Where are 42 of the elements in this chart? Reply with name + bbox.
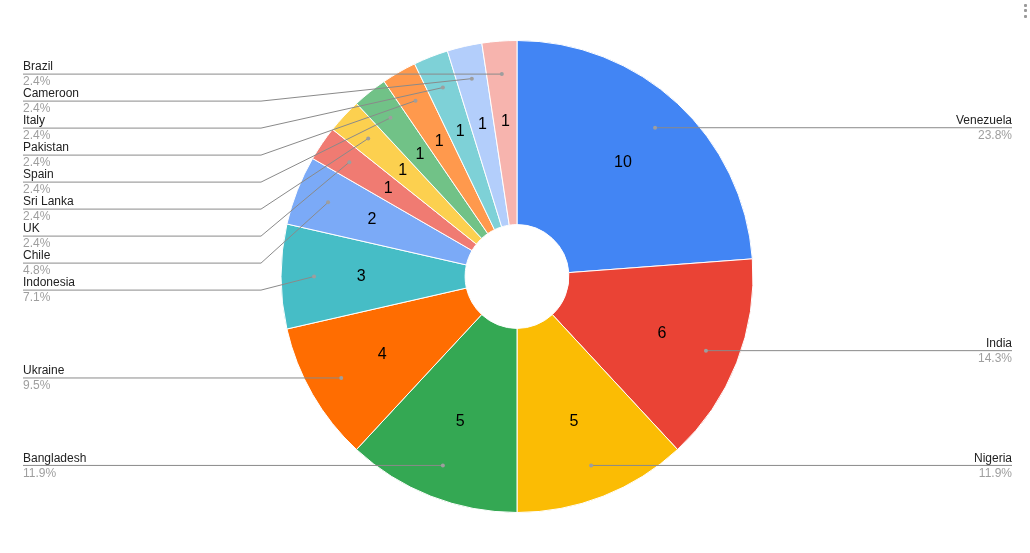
text: 11.9% <box>978 465 1013 480</box>
slice-label: Chile <box>23 248 51 263</box>
text: 2.4% <box>23 155 51 170</box>
text: 9.5% <box>23 378 51 393</box>
text: 2.4% <box>23 182 51 197</box>
slice-label: Nigeria <box>973 450 1013 465</box>
data-label: 1 <box>500 111 510 129</box>
slice-label: Spain <box>23 167 54 182</box>
data-label: 1 <box>383 179 393 197</box>
slice-label: Indonesia <box>23 275 76 290</box>
text: 4.8% <box>23 263 51 278</box>
slice-label: Ukraine <box>23 363 65 378</box>
text: 2.4% <box>23 236 51 251</box>
slice-label: Pakistan <box>23 140 70 155</box>
slice-label: Bangladesh <box>23 450 87 465</box>
text: 2.4% <box>23 101 51 116</box>
slice-label: Sri Lanka <box>23 194 75 209</box>
data-label: 1 <box>434 132 444 150</box>
slice-label: Brazil <box>23 59 54 74</box>
text: 2.4% <box>23 74 51 89</box>
slice-label: Venezuela <box>955 113 1013 128</box>
data-label: 6 <box>657 323 667 341</box>
data-label: 4 <box>377 344 387 362</box>
text: 14.3% <box>977 350 1013 365</box>
slice-label: India <box>985 335 1013 350</box>
slice-label: UK <box>23 221 40 236</box>
data-label: 2 <box>367 210 377 227</box>
data-label: 5 <box>569 411 579 429</box>
text: 11.9% <box>23 465 57 480</box>
data-label: 1 <box>455 121 465 139</box>
data-label: 10 <box>614 152 632 170</box>
data-label: 3 <box>356 266 366 284</box>
text: 7.1% <box>23 290 51 305</box>
data-label: 1 <box>398 160 408 178</box>
slice-label: Italy <box>23 113 46 128</box>
text: 2.4% <box>23 128 51 143</box>
text: 2.4% <box>23 209 51 224</box>
text: 23.8% <box>977 128 1013 143</box>
data-label: 5 <box>455 411 465 429</box>
data-label: 1 <box>477 115 487 133</box>
data-label: 1 <box>415 145 425 163</box>
slice-label: Cameroon <box>23 86 80 101</box>
